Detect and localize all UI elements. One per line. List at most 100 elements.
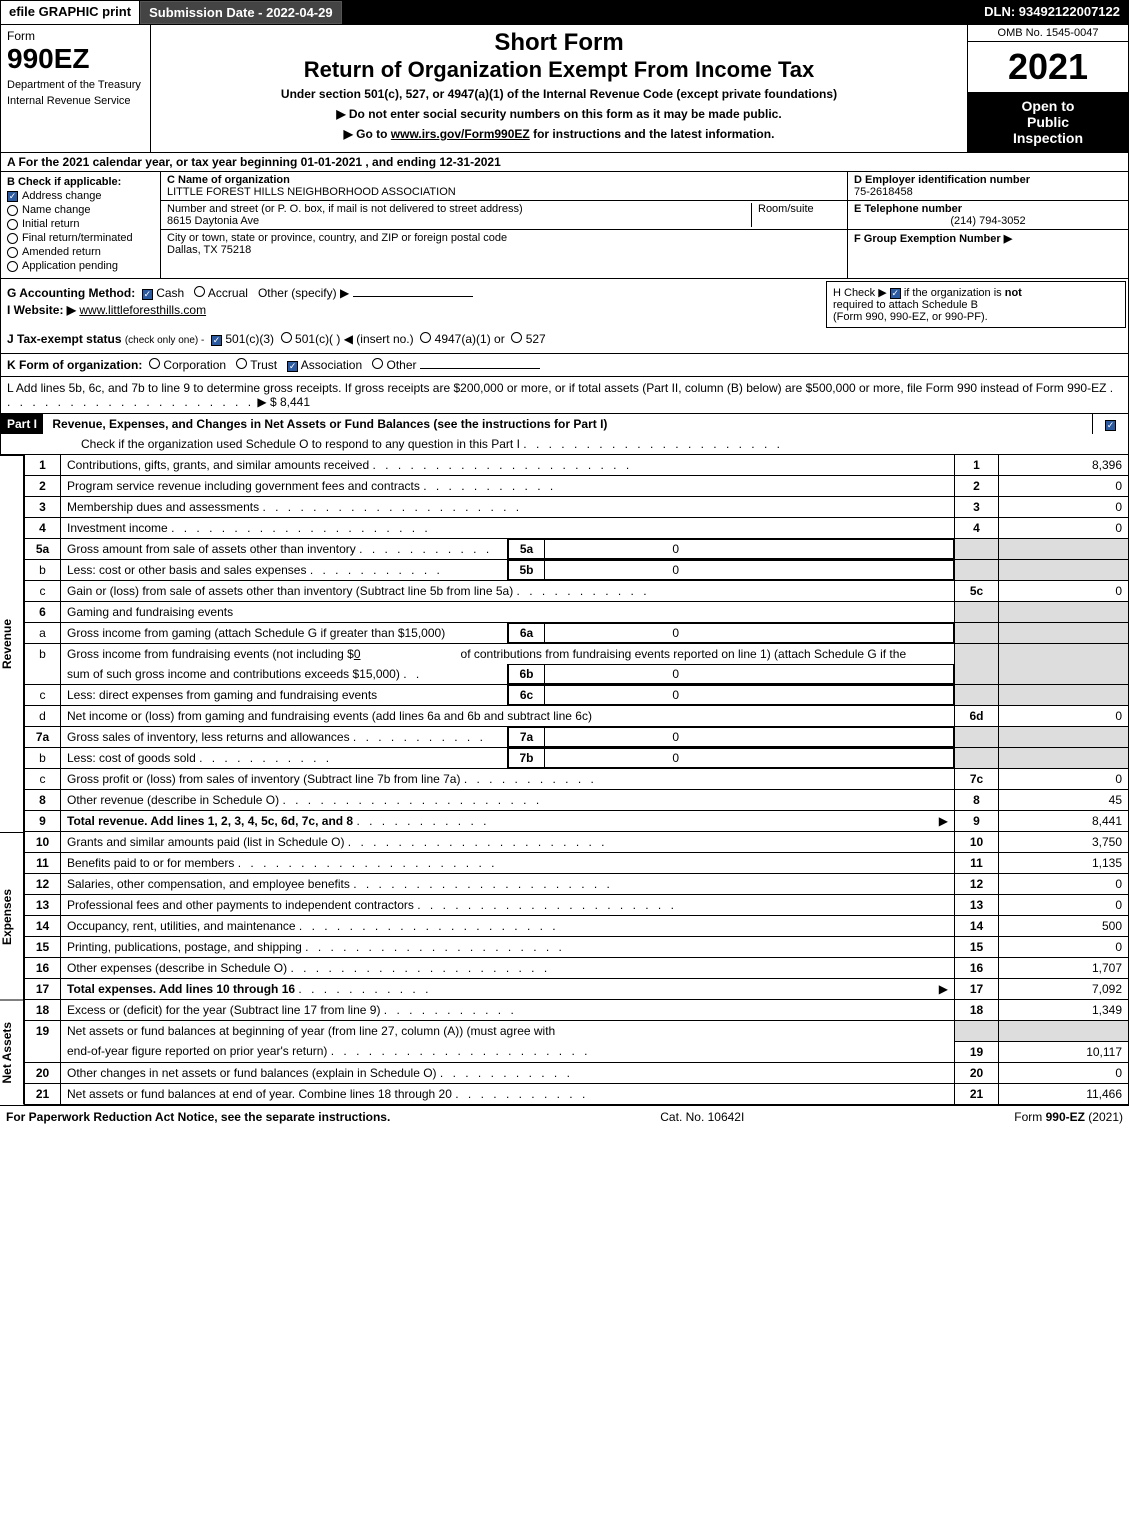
table-row: 14Occupancy, rent, utilities, and mainte… <box>25 916 1129 937</box>
part1-title: Revenue, Expenses, and Changes in Net As… <box>46 414 613 434</box>
table-row: 6Gaming and fundraising events <box>25 602 1129 623</box>
cb-initial-return[interactable]: Initial return <box>7 218 154 230</box>
cb-name-change[interactable]: Name change <box>7 204 154 216</box>
amt-15: 0 <box>999 937 1129 958</box>
table-row: 9Total revenue. Add lines 1, 2, 3, 4, 5c… <box>25 811 1129 832</box>
revenue-table: 1Contributions, gifts, grants, and simil… <box>24 455 1129 832</box>
amt-11: 1,135 <box>999 853 1129 874</box>
table-row: 1Contributions, gifts, grants, and simil… <box>25 455 1129 476</box>
header-right: OMB No. 1545-0047 2021 Open to Public In… <box>968 25 1128 152</box>
open-to-public: Open to Public Inspection <box>968 92 1128 152</box>
table-row: 7aGross sales of inventory, less returns… <box>25 727 1129 748</box>
efile-label[interactable]: efile GRAPHIC print <box>1 1 140 24</box>
table-row: 21Net assets or fund balances at end of … <box>25 1083 1129 1104</box>
table-row: aGross income from gaming (attach Schedu… <box>25 623 1129 644</box>
amt-2: 0 <box>999 476 1129 497</box>
col-b-checkboxes: B Check if applicable: Address change Na… <box>1 172 161 278</box>
cb-address-change[interactable]: Address change <box>7 190 154 202</box>
go-to-note: ▶ Go to www.irs.gov/Form990EZ for instru… <box>157 127 961 141</box>
checkbox-icon <box>7 205 18 216</box>
k-corp-checkbox-icon[interactable] <box>149 358 160 369</box>
amt-13: 0 <box>999 895 1129 916</box>
dept-treasury: Department of the Treasury <box>7 79 144 91</box>
submission-date: Submission Date - 2022-04-29 <box>140 1 342 24</box>
table-row: cLess: direct expenses from gaming and f… <box>25 685 1129 706</box>
amt-5b: 0 <box>545 561 685 579</box>
j-4947-checkbox-icon[interactable] <box>420 332 431 343</box>
checkbox-icon <box>7 191 18 202</box>
cb-application-pending[interactable]: Application pending <box>7 260 154 272</box>
table-row: 13Professional fees and other payments t… <box>25 895 1129 916</box>
table-row: end-of-year figure reported on prior yea… <box>25 1041 1129 1062</box>
amt-6c: 0 <box>545 686 685 704</box>
amt-16: 1,707 <box>999 958 1129 979</box>
h-checkbox-icon[interactable] <box>890 288 901 299</box>
g-cash-checkbox-icon[interactable] <box>142 289 153 300</box>
table-row: dNet income or (loss) from gaming and fu… <box>25 706 1129 727</box>
dept-irs: Internal Revenue Service <box>7 95 144 107</box>
table-row: 16Other expenses (describe in Schedule O… <box>25 958 1129 979</box>
d-ein-label: D Employer identification number <box>854 174 1030 186</box>
irs-link[interactable]: www.irs.gov/Form990EZ <box>391 127 530 141</box>
k-line: K Form of organization: Corporation Trus… <box>0 354 1129 377</box>
part1-checkbox-icon[interactable] <box>1105 420 1116 431</box>
k-assoc-checkbox-icon[interactable] <box>287 361 298 372</box>
website-link[interactable]: www.littleforesthills.com <box>79 303 206 317</box>
table-row: 2Program service revenue including gover… <box>25 476 1129 497</box>
j-501c-checkbox-icon[interactable] <box>281 332 292 343</box>
j-501c3-checkbox-icon[interactable] <box>211 335 222 346</box>
amt-17: 7,092 <box>999 979 1129 1000</box>
cb-final-return[interactable]: Final return/terminated <box>7 232 154 244</box>
checkbox-icon <box>7 261 18 272</box>
tax-year: 2021 <box>968 42 1128 92</box>
line-a: A For the 2021 calendar year, or tax yea… <box>0 153 1129 172</box>
k-other-field[interactable] <box>420 368 540 369</box>
amt-20: 0 <box>999 1062 1129 1083</box>
header-left: Form 990EZ Department of the Treasury In… <box>1 25 151 152</box>
part1-bar: Part I <box>1 414 43 434</box>
table-row: bGross income from fundraising events (n… <box>25 644 1129 665</box>
section-ghijkl: H Check ▶ if the organization is not req… <box>0 279 1129 354</box>
amt-9: 8,441 <box>999 811 1129 832</box>
k-trust-checkbox-icon[interactable] <box>236 358 247 369</box>
org-city: Dallas, TX 75218 <box>167 244 841 256</box>
c-street-label: Number and street (or P. O. box, if mail… <box>167 203 751 215</box>
e-phone: (214) 794-3052 <box>854 215 1122 227</box>
amt-14: 500 <box>999 916 1129 937</box>
col-c: C Name of organization LITTLE FOREST HIL… <box>161 172 848 278</box>
cb-amended-return[interactable]: Amended return <box>7 246 154 258</box>
d-ein: 75-2618458 <box>854 186 1122 198</box>
table-row: 10Grants and similar amounts paid (list … <box>25 832 1129 853</box>
l-line: L Add lines 5b, 6c, and 7b to line 9 to … <box>0 377 1129 414</box>
expenses-block: Expenses 10Grants and similar amounts pa… <box>0 832 1129 1000</box>
c-city-label: City or town, state or province, country… <box>167 232 841 244</box>
table-row: 15Printing, publications, postage, and s… <box>25 937 1129 958</box>
table-row: 11Benefits paid to or for members . . . … <box>25 853 1129 874</box>
amt-1: 8,396 <box>999 455 1129 476</box>
org-street: 8615 Daytonia Ave <box>167 215 751 227</box>
revenue-block: Revenue 1Contributions, gifts, grants, a… <box>0 455 1129 832</box>
amt-3: 0 <box>999 497 1129 518</box>
table-row: cGross profit or (loss) from sales of in… <box>25 769 1129 790</box>
amt-21: 11,466 <box>999 1083 1129 1104</box>
amt-6b: 0 <box>545 665 685 683</box>
short-form-title: Short Form <box>157 29 961 57</box>
col-cde: C Name of organization LITTLE FOREST HIL… <box>161 172 1128 278</box>
l-gross-receipts: 8,441 <box>280 395 310 409</box>
amt-19: 10,117 <box>999 1041 1129 1062</box>
j-527-checkbox-icon[interactable] <box>511 332 522 343</box>
g-other-field[interactable] <box>353 296 473 297</box>
table-row: 3Membership dues and assessments . . . .… <box>25 497 1129 518</box>
side-expenses: Expenses <box>0 832 24 1000</box>
table-row: 20Other changes in net assets or fund ba… <box>25 1062 1129 1083</box>
amt-18: 1,349 <box>999 1000 1129 1021</box>
form-word: Form <box>7 29 144 43</box>
k-other-checkbox-icon[interactable] <box>372 358 383 369</box>
table-row: 12Salaries, other compensation, and empl… <box>25 874 1129 895</box>
table-row: 8Other revenue (describe in Schedule O) … <box>25 790 1129 811</box>
table-row: bLess: cost or other basis and sales exp… <box>25 560 1129 581</box>
page-footer: For Paperwork Reduction Act Notice, see … <box>0 1105 1129 1128</box>
amt-7a: 0 <box>545 728 685 746</box>
g-accrual-checkbox-icon[interactable] <box>194 286 205 297</box>
col-de: D Employer identification number 75-2618… <box>848 172 1128 278</box>
